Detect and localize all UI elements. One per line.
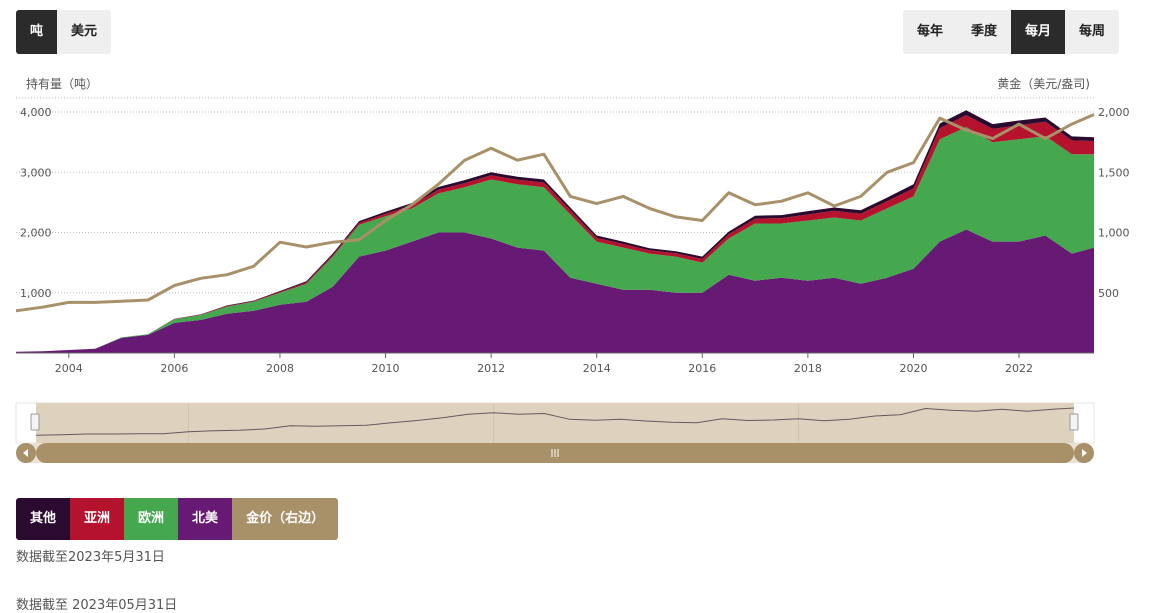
period-monthly-button[interactable]: 每月 bbox=[1011, 10, 1066, 54]
data-date-note: 数据截至2023年5月31日 bbox=[16, 550, 165, 565]
unit-tonnes-button[interactable]: 吨 bbox=[16, 10, 58, 54]
left-tick-label: 3,000 bbox=[20, 166, 52, 179]
right-tick-label: 500 bbox=[1098, 287, 1119, 300]
left-tick-label: 2,000 bbox=[20, 227, 52, 240]
period-toggle: 每年 季度 每月 每周 bbox=[903, 10, 1120, 54]
chart-legend: 其他 亚洲 欧洲 北美 金价（右边） bbox=[16, 498, 339, 540]
x-tick-label: 2006 bbox=[160, 362, 188, 375]
left-tick-label: 1,000 bbox=[20, 287, 52, 300]
arrow-right-icon bbox=[1082, 449, 1087, 457]
unit-usd-button[interactable]: 美元 bbox=[71, 24, 98, 39]
grip-icon bbox=[551, 449, 559, 457]
navigator-handle-left[interactable] bbox=[30, 413, 40, 431]
x-tick-label: 2022 bbox=[1005, 362, 1033, 375]
data-date-note-secondary: 数据截至 2023年05月31日 bbox=[16, 598, 178, 613]
x-tick-label: 2018 bbox=[794, 362, 822, 375]
area-europe bbox=[16, 127, 1094, 352]
period-quarterly-button[interactable]: 季度 bbox=[971, 24, 998, 39]
x-tick-label: 2014 bbox=[583, 362, 611, 375]
range-navigator[interactable] bbox=[15, 402, 1095, 463]
arrow-left-icon bbox=[23, 449, 28, 457]
left-tick-label: 4,000 bbox=[20, 106, 52, 119]
legend-gold-price[interactable]: 金价（右边） bbox=[232, 498, 339, 540]
x-tick-label: 2012 bbox=[477, 362, 505, 375]
x-tick-label: 2020 bbox=[899, 362, 927, 375]
area-north-america bbox=[16, 229, 1094, 353]
right-tick-label: 1,500 bbox=[1098, 166, 1130, 179]
gold-price-line bbox=[15, 113, 1095, 313]
period-weekly-button[interactable]: 每周 bbox=[1079, 24, 1106, 39]
left-axis-title: 持有量（吨） bbox=[26, 76, 98, 91]
right-axis-title: 黄金（美元/盎司) bbox=[997, 76, 1090, 91]
navigator-selection[interactable] bbox=[36, 403, 1074, 443]
x-tick-label: 2004 bbox=[55, 362, 83, 375]
x-tick-label: 2010 bbox=[372, 362, 400, 375]
legend-other[interactable]: 其他 bbox=[16, 498, 71, 540]
legend-asia[interactable]: 亚洲 bbox=[70, 498, 125, 540]
period-yearly-button[interactable]: 每年 bbox=[917, 24, 944, 39]
navigator-line bbox=[35, 407, 1075, 436]
x-tick-label: 2016 bbox=[688, 362, 716, 375]
right-tick-label: 1,000 bbox=[1098, 227, 1130, 240]
x-tick-label: 2008 bbox=[266, 362, 294, 375]
unit-toggle: 吨 美元 bbox=[16, 10, 112, 54]
right-tick-label: 2,000 bbox=[1098, 106, 1130, 119]
legend-europe[interactable]: 欧洲 bbox=[124, 498, 179, 540]
navigator-handle-right[interactable] bbox=[1069, 413, 1079, 431]
legend-north-america[interactable]: 北美 bbox=[178, 498, 233, 540]
